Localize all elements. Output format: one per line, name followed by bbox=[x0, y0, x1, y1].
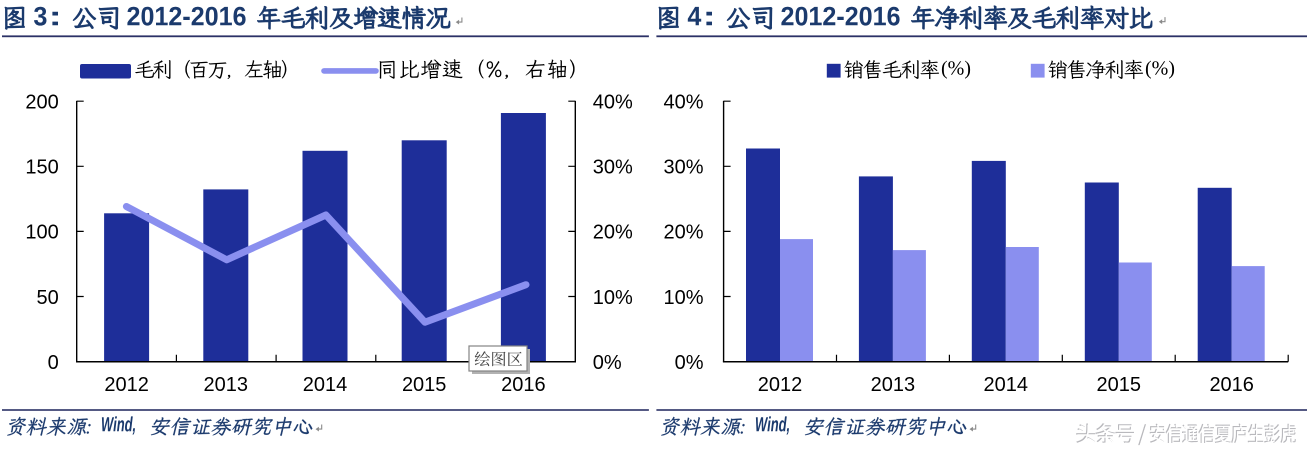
svg-text:10%: 10% bbox=[663, 287, 703, 309]
svg-text:0%: 0% bbox=[675, 352, 704, 374]
svg-text:30%: 30% bbox=[593, 157, 633, 179]
svg-text:40%: 40% bbox=[593, 92, 633, 114]
svg-text:20%: 20% bbox=[593, 222, 633, 244]
svg-text:2016: 2016 bbox=[1209, 374, 1254, 396]
svg-text:0: 0 bbox=[48, 352, 59, 374]
svg-text:2013: 2013 bbox=[871, 374, 916, 396]
svg-text:50: 50 bbox=[37, 287, 59, 309]
svg-text:200: 200 bbox=[25, 92, 58, 114]
svg-text:150: 150 bbox=[25, 157, 58, 179]
svg-text:30%: 30% bbox=[663, 157, 703, 179]
svg-text:10%: 10% bbox=[593, 287, 633, 309]
svg-text:2014: 2014 bbox=[984, 374, 1029, 396]
svg-text:2012: 2012 bbox=[104, 374, 149, 396]
svg-text:20%: 20% bbox=[663, 222, 703, 244]
svg-text:40%: 40% bbox=[663, 92, 703, 114]
svg-text:100: 100 bbox=[25, 222, 58, 244]
svg-text:2016: 2016 bbox=[501, 374, 546, 396]
svg-text:2013: 2013 bbox=[204, 374, 249, 396]
svg-text:2015: 2015 bbox=[402, 374, 447, 396]
svg-text:2014: 2014 bbox=[303, 374, 348, 396]
svg-text:2015: 2015 bbox=[1097, 374, 1142, 396]
svg-text:0%: 0% bbox=[593, 352, 622, 374]
svg-text:2012: 2012 bbox=[758, 374, 803, 396]
